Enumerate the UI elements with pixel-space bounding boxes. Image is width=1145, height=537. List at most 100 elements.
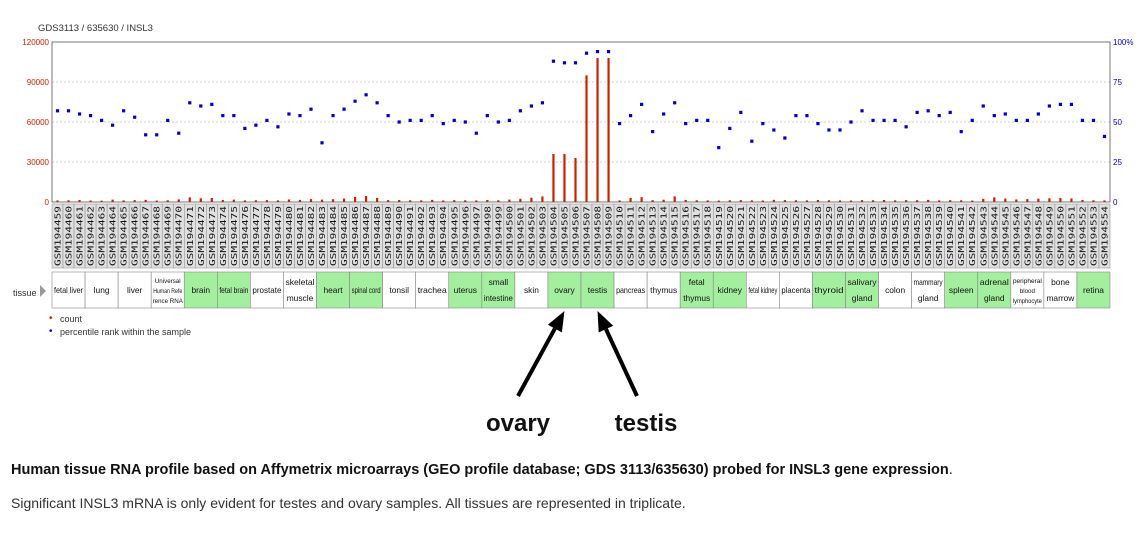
tissue-cell bbox=[944, 271, 979, 309]
sample-label: GSM194536 bbox=[901, 206, 911, 266]
sample-label: GSM194533 bbox=[868, 206, 878, 266]
tissue-label: small bbox=[489, 277, 509, 287]
percentile-point bbox=[573, 61, 578, 65]
count-bar bbox=[210, 198, 213, 202]
count-bar bbox=[431, 199, 434, 202]
sample-label: GSM194461 bbox=[75, 206, 85, 266]
percentile-point bbox=[55, 109, 60, 113]
left-tick-label: 120000 bbox=[22, 38, 49, 47]
count-bar bbox=[199, 198, 202, 202]
count-bar bbox=[860, 200, 864, 202]
sample-label: GSM194489 bbox=[383, 206, 393, 266]
sample-label: GSM194543 bbox=[978, 206, 988, 266]
annotation-arrowhead bbox=[597, 311, 614, 333]
percentile-point bbox=[485, 114, 489, 118]
count-bar bbox=[89, 200, 92, 202]
count-bar bbox=[78, 200, 81, 202]
sample-label: GSM194523 bbox=[758, 206, 768, 266]
sample-label: GSM194547 bbox=[1022, 206, 1032, 266]
sample-label: GSM194487 bbox=[361, 206, 371, 266]
percentile-point bbox=[155, 133, 159, 137]
percentile-point bbox=[331, 114, 335, 118]
tissue-label: brain bbox=[191, 285, 210, 295]
percentile-point bbox=[276, 125, 280, 129]
sample-label: GSM194535 bbox=[890, 206, 900, 266]
tissue-cell bbox=[283, 271, 317, 309]
tissue-label: skeletal bbox=[285, 277, 314, 287]
count-bar bbox=[1026, 199, 1029, 202]
count-bar bbox=[1103, 200, 1106, 202]
count-bar bbox=[750, 200, 753, 202]
tissue-arrow-icon bbox=[40, 285, 46, 297]
sample-label: GSM194548 bbox=[1033, 206, 1043, 266]
sample-label: GSM194507 bbox=[582, 206, 592, 266]
percentile-point bbox=[937, 114, 941, 118]
count-bar bbox=[607, 58, 610, 202]
tissue-label: Universal bbox=[155, 278, 181, 285]
sample-label: GSM194478 bbox=[262, 206, 272, 266]
tissue-label: salivary bbox=[848, 277, 878, 287]
sample-label: GSM194516 bbox=[681, 206, 691, 266]
sample-label: GSM194474 bbox=[218, 206, 228, 266]
sample-label: GSM194525 bbox=[780, 206, 790, 266]
count-bar bbox=[387, 200, 390, 202]
percentile-point bbox=[827, 128, 831, 132]
count-bar bbox=[596, 58, 599, 202]
legend-count-marker: • bbox=[49, 313, 53, 324]
tissue-label: fetal bbox=[689, 277, 705, 287]
count-bar bbox=[772, 199, 775, 202]
percentile-point bbox=[232, 114, 236, 118]
count-bar bbox=[673, 196, 676, 202]
legend-percentile-label: percentile rank within the sample bbox=[60, 327, 191, 337]
tissue-label: bone bbox=[1051, 277, 1070, 287]
tissue-cell bbox=[415, 271, 450, 309]
percentile-point bbox=[805, 114, 809, 118]
count-bar bbox=[893, 200, 897, 202]
percentile-point bbox=[298, 114, 302, 118]
sample-label: GSM194504 bbox=[548, 206, 558, 266]
tissue-label: lymphocyte bbox=[1013, 298, 1043, 305]
percentile-point bbox=[860, 109, 864, 113]
sample-label: GSM194530 bbox=[835, 206, 845, 266]
sample-label: GSM194476 bbox=[240, 206, 250, 266]
sample-label: GSM194501 bbox=[515, 206, 525, 266]
sample-cell bbox=[1098, 203, 1111, 269]
sample-label: GSM194502 bbox=[526, 206, 536, 266]
count-bar bbox=[651, 200, 654, 202]
sample-label: GSM194505 bbox=[559, 206, 569, 266]
count-bar bbox=[905, 200, 908, 202]
count-bar bbox=[287, 199, 291, 202]
percentile-point bbox=[1080, 118, 1085, 122]
percentile-point bbox=[386, 114, 390, 118]
tissue-label: muscle bbox=[287, 293, 314, 303]
percentile-point bbox=[474, 131, 478, 135]
right-tick-label: 25 bbox=[1113, 158, 1122, 167]
count-bar bbox=[166, 200, 169, 202]
count-bar bbox=[376, 198, 379, 202]
sample-label: GSM194546 bbox=[1011, 206, 1021, 266]
count-bar bbox=[783, 200, 786, 202]
percentile-point bbox=[1014, 118, 1018, 122]
sample-label: GSM194497 bbox=[471, 206, 481, 266]
sample-label: GSM194499 bbox=[493, 206, 503, 266]
count-bar bbox=[971, 200, 974, 202]
tissue-label: marrow bbox=[1046, 293, 1075, 303]
sample-label: GSM194512 bbox=[637, 206, 647, 266]
count-bar bbox=[298, 199, 302, 202]
percentile-point bbox=[595, 50, 600, 54]
tissue-cell bbox=[117, 271, 152, 309]
sample-label: GSM194531 bbox=[846, 206, 856, 266]
tissue-label: pancreas bbox=[616, 285, 645, 295]
sample-label: GSM194522 bbox=[747, 206, 757, 266]
sample-label: GSM194464 bbox=[108, 206, 118, 266]
count-bar bbox=[1048, 198, 1051, 202]
tissue-cell bbox=[481, 271, 516, 309]
percentile-point bbox=[430, 114, 434, 118]
sample-label: GSM194521 bbox=[736, 206, 746, 266]
count-bar bbox=[67, 200, 70, 202]
count-bar bbox=[442, 200, 445, 202]
percentile-point bbox=[375, 101, 379, 105]
tissue-label: kidney bbox=[718, 285, 743, 295]
percentile-point bbox=[1036, 112, 1040, 116]
percentile-point bbox=[166, 118, 170, 122]
